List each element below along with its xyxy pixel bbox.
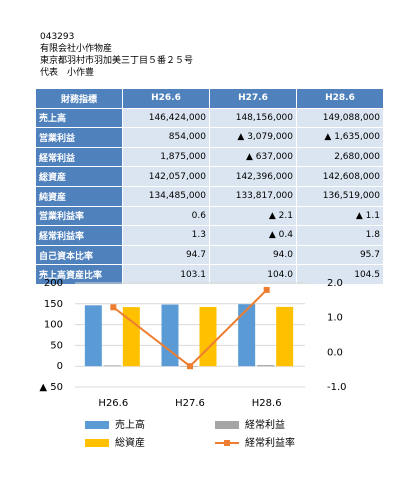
bar [257,365,275,367]
table-row: 売上高 146,424,000 148,156,000 149,088,000 [35,107,384,129]
table-cell: 94.7 [122,244,210,266]
header-line: 代表 小作豊 [40,68,95,78]
bar [238,304,256,367]
table-cell: 134,485,000 [122,185,210,207]
table-cell: 142,608,000 [296,166,384,187]
table-cell: 1,875,000 [122,146,210,168]
table-cell: 142,396,000 [209,166,297,187]
chart: ▲ 50 0 50 100 150 200 -1.0 0.0 1.0 2.0 H26.6 H27.6 H… [39,278,347,449]
table-cell: 95.7 [296,244,384,266]
header-line: 有限会社小作物産 [40,44,113,54]
table-row: 経常利益率 1.3 ▲ 0.4 1.8 [35,225,384,246]
table-cell: 854,000 [122,127,210,148]
table-cell: 142,057,000 [122,166,210,187]
legend-swatch [224,440,230,446]
line-marker [187,363,193,370]
bar [161,304,179,367]
y2-tick-label: 0.0 [327,347,343,358]
table-cell: 94.0 [209,244,297,266]
table-cell: 0.6 [122,205,210,227]
table-cell: 133,817,000 [209,185,297,207]
x-tick-label: H28.6 [252,398,282,409]
table-cell: 1.3 [122,225,210,246]
table-cell: 149,088,000 [296,107,384,129]
table-row: 経常利益 1,875,000 ▲ 637,000 2,680,000 [35,146,384,168]
line-marker [263,286,270,293]
table-cell: 売上高 [35,107,123,129]
y-tick-label: 0 [57,361,63,372]
legend-swatch [215,421,239,429]
table-cell: 2,680,000 [296,146,384,168]
y2-tick-label: 1.0 [327,313,343,324]
table-cell: ▲ 1.1 [296,205,384,227]
finance-table: 財務指標 H26.6 H27.6 H28.6 売上高 146,424,000 148,156… [35,88,384,285]
table-row: 総資産 142,057,000 142,396,000 142,608,000 [35,166,384,187]
y2-tick-label: 2.0 [327,278,343,289]
table-row: 営業利益 854,000 ▲ 3,079,000 ▲ 1,635,000 [35,127,384,148]
legend-label: 経常利益 [245,418,285,431]
table-cell: 148,156,000 [209,107,297,129]
y-tick-label: 150 [44,299,63,310]
table-cell: H28.6 [296,88,384,109]
table-cell: 営業利益 [35,127,123,148]
legend-label: 売上高 [115,418,145,431]
y-tick-label: 50 [50,340,63,351]
legend-label: 総資産 [115,436,145,449]
table-cell: 営業利益率 [35,205,123,227]
table-cell: ▲ 3,079,000 [209,127,297,148]
y-tick-label: 200 [44,278,63,289]
table-cell: 136,519,000 [296,185,384,207]
legend-label: 経常利益率 [245,436,295,449]
x-tick-label: H27.6 [175,398,205,409]
table-row: 純資産 134,485,000 133,817,000 136,519,000 [35,185,384,207]
table-cell: ▲ 1,635,000 [296,127,384,148]
table-cell: 経常利益率 [35,225,123,246]
bar [103,365,121,367]
y2-tick-label: -1.0 [327,382,347,393]
table-cell: 総資産 [35,166,123,187]
table-cell: 自己資本比率 [35,244,123,266]
table-cell: ▲ 637,000 [209,146,297,168]
bar [84,305,102,367]
table-cell: 103.1 [122,264,210,285]
line-marker [110,304,117,311]
table-cell: H26.6 [122,88,210,109]
header-line: 043293 [40,32,75,42]
table-cell: 146,424,000 [122,107,210,129]
legend-swatch [85,421,109,429]
table-cell: 104.0 [209,264,297,285]
table-cell: 売上高資産比率 [35,264,123,285]
header-line: 東京都羽村市羽加美三丁目５番２５号 [40,56,194,66]
table-cell: 経常利益 [35,146,123,168]
table-cell: 104.5 [296,264,384,285]
legend-swatch [85,439,109,447]
table-cell: ▲ 0.4 [209,225,297,246]
table-cell: 純資産 [35,185,123,207]
table-cell: H27.6 [209,88,297,109]
y-tick-label: 100 [44,320,63,331]
bar [276,306,294,367]
table-row: 自己資本比率 94.7 94.0 95.7 [35,244,384,266]
bar [199,306,217,367]
y-tick-label: ▲ 50 [39,382,63,393]
bar [122,307,140,367]
table-row: 売上高資産比率 103.1 104.0 104.5 [35,264,384,285]
table-row: 財務指標 H26.6 H27.6 H28.6 [35,88,384,109]
x-tick-label: H26.6 [98,398,128,409]
table-cell: 財務指標 [35,88,123,109]
table-row: 営業利益率 0.6 ▲ 2.1 ▲ 1.1 [35,205,384,227]
table-cell: ▲ 2.1 [209,205,297,227]
table-cell: 1.8 [296,225,384,246]
